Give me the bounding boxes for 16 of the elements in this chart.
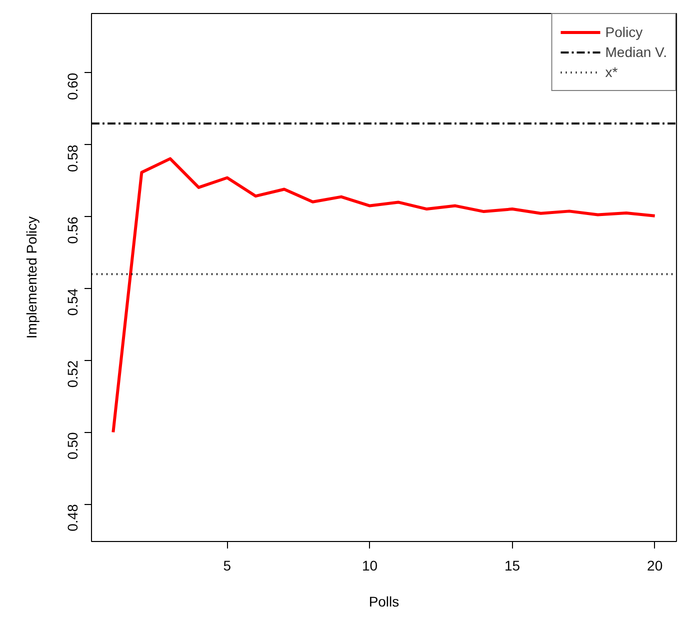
y-tick-label: 0.48 — [64, 504, 80, 532]
y-tick-label: 0.56 — [64, 216, 80, 244]
x-tick-label: 15 — [504, 558, 520, 574]
legend-label: Median V. — [605, 44, 667, 60]
y-tick-label: 0.50 — [64, 432, 80, 460]
legend-label: Policy — [605, 24, 643, 40]
x-tick-label: 20 — [647, 558, 663, 574]
x-tick-label: 5 — [223, 558, 232, 574]
y-tick-label: 0.60 — [64, 72, 80, 100]
legend-label: x* — [605, 64, 619, 80]
y-tick-label: 0.52 — [64, 360, 80, 388]
y-tick-label: 0.58 — [64, 144, 80, 172]
y-axis-title: Implemented Policy — [24, 216, 40, 339]
x-axis-title: Polls — [368, 594, 400, 610]
y-tick-label: 0.54 — [64, 288, 80, 316]
x-tick-label: 10 — [362, 558, 378, 574]
